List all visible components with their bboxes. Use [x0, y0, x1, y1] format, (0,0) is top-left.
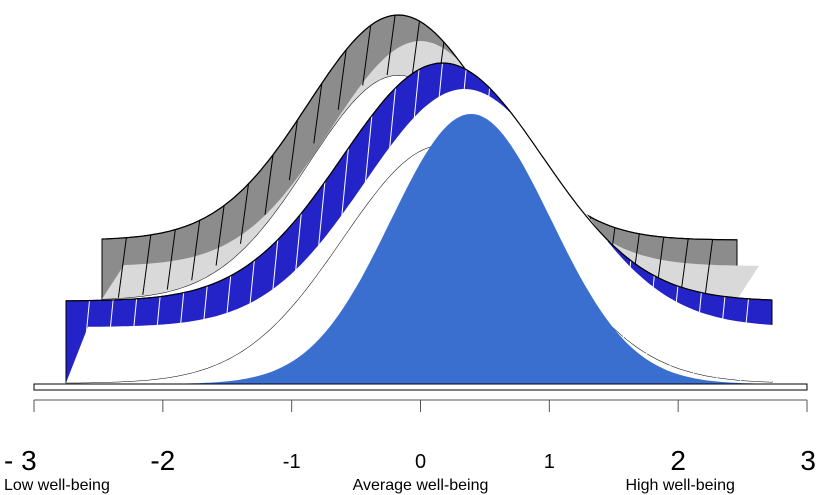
back-hatch-line: [166, 229, 176, 290]
x-tick-label: 1: [544, 451, 555, 473]
x-axis: [33, 399, 808, 412]
axis-caption: Low well-being: [4, 477, 110, 494]
x-tick-labels: - 3 -2 -1 0 1 2 3: [4, 445, 816, 476]
middle-hatch-line: [292, 213, 302, 296]
x-tick-label: 2: [670, 445, 686, 476]
middle-hatch-line: [669, 286, 679, 369]
middle-hatch-line: [104, 299, 114, 383]
middle-hatch-line: [622, 260, 632, 343]
back-hatch-line: [240, 183, 249, 244]
back-outline: [101, 14, 737, 241]
middle-hatch-line: [128, 298, 138, 381]
x-tick-label: 3: [800, 445, 816, 476]
distribution-layers: [33, 14, 808, 391]
back-hatch-line: [288, 120, 298, 181]
middle-hatch-line: [434, 62, 443, 146]
middle-hatch-line: [316, 181, 326, 264]
middle-hatch-line: [692, 292, 702, 375]
middle-hatch-line: [269, 239, 279, 322]
axis-caption: Average well-being: [353, 477, 489, 494]
axis-captions: Low well-being Average well-being High wel…: [4, 477, 735, 494]
middle-hatch-line: [175, 292, 185, 375]
back-hatch-line: [117, 237, 127, 298]
middle-hatch-line: [339, 148, 349, 231]
middle-face: [66, 89, 794, 383]
back-hatch-line: [313, 83, 323, 144]
back-hatch-line: [215, 205, 225, 266]
axis-caption: High well-being: [626, 477, 735, 494]
front-area: [118, 114, 760, 384]
middle-hatch-line: [222, 275, 232, 358]
back-hatch-line: [386, 15, 396, 76]
x-tick-label: -2: [150, 445, 175, 476]
x-tick-label: 0: [415, 451, 426, 473]
front-distribution-layer: [118, 114, 760, 384]
back-hatch-line: [337, 49, 347, 110]
middle-hatch-line: [81, 300, 90, 383]
middle-outline: [66, 62, 773, 302]
back-hatch-line: [411, 21, 420, 82]
middle-hatch-line: [716, 296, 726, 379]
middle-hatch-line: [387, 87, 396, 170]
back-hatch-line: [362, 25, 372, 86]
middle-hatch-line: [198, 286, 208, 369]
base-strip: [33, 383, 808, 391]
middle-hatch-line: [740, 298, 749, 381]
back-hatch-line: [142, 234, 152, 295]
x-tick-label: -1: [283, 451, 301, 473]
middle-hatch-line: [151, 296, 161, 379]
middle-hatch-line: [410, 69, 420, 152]
back-hatch-line: [704, 239, 714, 300]
middle-hatch-line: [245, 260, 255, 343]
middle-hatch-line: [598, 239, 608, 322]
middle-hatch-line: [645, 275, 655, 358]
back-hatch-line: [191, 220, 201, 281]
x-tick-label: - 3: [4, 445, 37, 476]
back-hatch-line: [264, 154, 274, 215]
middle-hatch-line: [363, 115, 373, 198]
